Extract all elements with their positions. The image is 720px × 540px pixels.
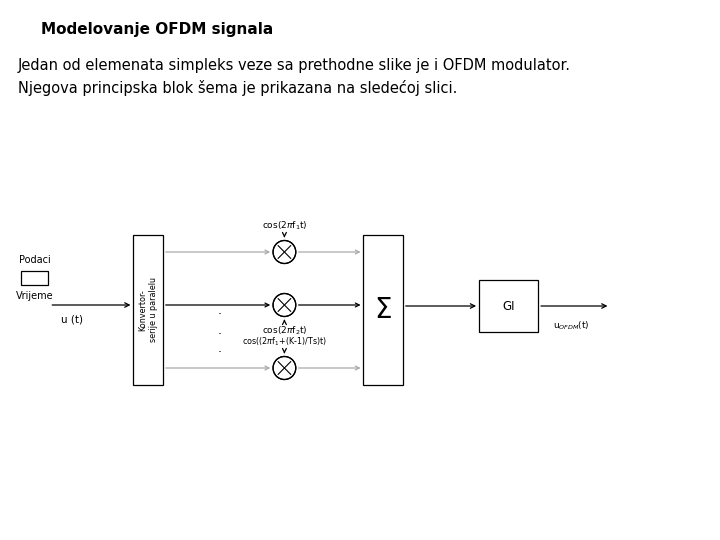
Bar <box>133 235 163 385</box>
Text: cos(2$\pi$f$_2$t): cos(2$\pi$f$_2$t) <box>261 325 307 337</box>
Bar <box>479 280 539 332</box>
Text: GI: GI <box>503 300 515 313</box>
Text: u$_{OFDM}$(t): u$_{OFDM}$(t) <box>553 320 590 333</box>
Text: Podaci: Podaci <box>19 255 50 265</box>
Circle shape <box>273 294 296 316</box>
Text: Modelovanje OFDM signala: Modelovanje OFDM signala <box>42 22 274 37</box>
Text: Jedan od elemenata simpleks veze sa prethodne slike je i OFDM modulator.
Njegova: Jedan od elemenata simpleks veze sa pret… <box>18 58 571 96</box>
Text: Vrijeme: Vrijeme <box>16 291 53 301</box>
Text: u (t): u (t) <box>61 315 84 325</box>
Bar <box>21 271 48 285</box>
Bar <box>364 235 403 385</box>
Circle shape <box>273 356 296 380</box>
Text: Konvertor-
serije u paralelu: Konvertor- serije u paralelu <box>138 278 158 342</box>
Text: .
.
.: . . . <box>217 305 221 355</box>
Text: cos(2$\pi$f$_1$t): cos(2$\pi$f$_1$t) <box>261 220 307 233</box>
Circle shape <box>273 240 296 264</box>
Text: Σ: Σ <box>374 296 392 324</box>
Text: cos((2$\pi$f$_1$+(K-1)/Ts)t): cos((2$\pi$f$_1$+(K-1)/Ts)t) <box>242 336 327 348</box>
